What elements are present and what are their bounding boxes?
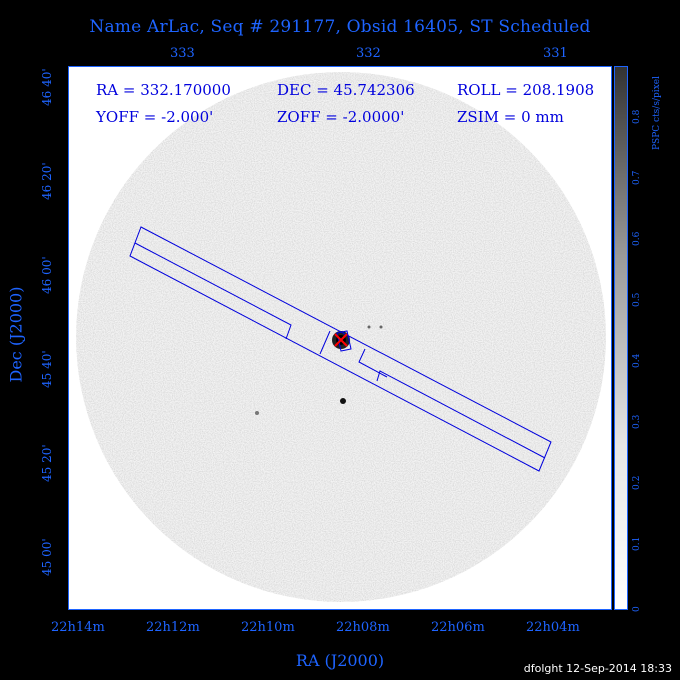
- info-ra: RA = 332.170000: [96, 81, 231, 99]
- x-axis-title: RA (J2000): [295, 651, 385, 670]
- bottom-axis-label: 22h04m: [526, 620, 580, 635]
- colorbar-tick: 0.6: [632, 231, 642, 246]
- point-source: [379, 325, 383, 329]
- colorbar-tick: 0.1: [632, 536, 642, 551]
- left-axis-label: 45 00': [40, 538, 54, 576]
- bottom-axis-label: 22h14m: [51, 620, 105, 635]
- left-axis-label: 45 20': [40, 444, 54, 482]
- info-yoff: YOFF = -2.000': [96, 108, 214, 126]
- sky-image-panel[interactable]: RA = 332.170000 DEC = 45.742306 ROLL = 2…: [68, 66, 612, 610]
- bottom-axis-label: 22h12m: [146, 620, 200, 635]
- bottom-axis-label: 22h06m: [431, 620, 485, 635]
- point-source: [340, 398, 346, 404]
- info-roll: ROLL = 208.1908: [457, 81, 595, 99]
- point-source: [367, 325, 371, 329]
- detector-outline: [129, 226, 552, 472]
- colorbar-tick: 0: [632, 606, 642, 612]
- left-axis-label: 46 00': [40, 256, 54, 294]
- colorbar-tick: 0.4: [632, 353, 642, 368]
- info-zoff: ZOFF = -2.0000': [277, 108, 405, 126]
- colorbar-tick: 0.2: [632, 475, 642, 490]
- bottom-axis-label: 22h08m: [336, 620, 390, 635]
- top-axis-label-333: 333: [170, 46, 195, 61]
- left-axis-label: 46 40': [40, 68, 54, 106]
- top-axis-label-332: 332: [356, 46, 381, 61]
- plot-title: Name ArLac, Seq # 291177, Obsid 16405, S…: [89, 17, 591, 37]
- colorbar: [614, 66, 628, 610]
- left-axis-label: 46 20': [40, 162, 54, 200]
- bottom-axis-label: 22h10m: [241, 620, 295, 635]
- sky-image: [69, 67, 611, 609]
- top-axis-label-331: 331: [543, 46, 568, 61]
- colorbar-tick: 0.5: [632, 292, 642, 307]
- info-zsim: ZSIM = 0 mm: [457, 108, 564, 126]
- colorbar-tick: 0.7: [632, 170, 642, 185]
- point-source: [255, 411, 259, 415]
- info-dec: DEC = 45.742306: [277, 81, 415, 99]
- footer-stamp: dfolght 12-Sep-2014 18:33: [523, 662, 672, 675]
- colorbar-tick: 0.3: [632, 414, 642, 429]
- y-axis-title: Dec (J2000): [6, 286, 26, 383]
- target-marker: [334, 333, 348, 347]
- colorbar-title: PSPC cts/s/pixel: [652, 76, 662, 150]
- left-axis-label: 45 40': [40, 350, 54, 388]
- colorbar-tick: 0.8: [632, 109, 642, 124]
